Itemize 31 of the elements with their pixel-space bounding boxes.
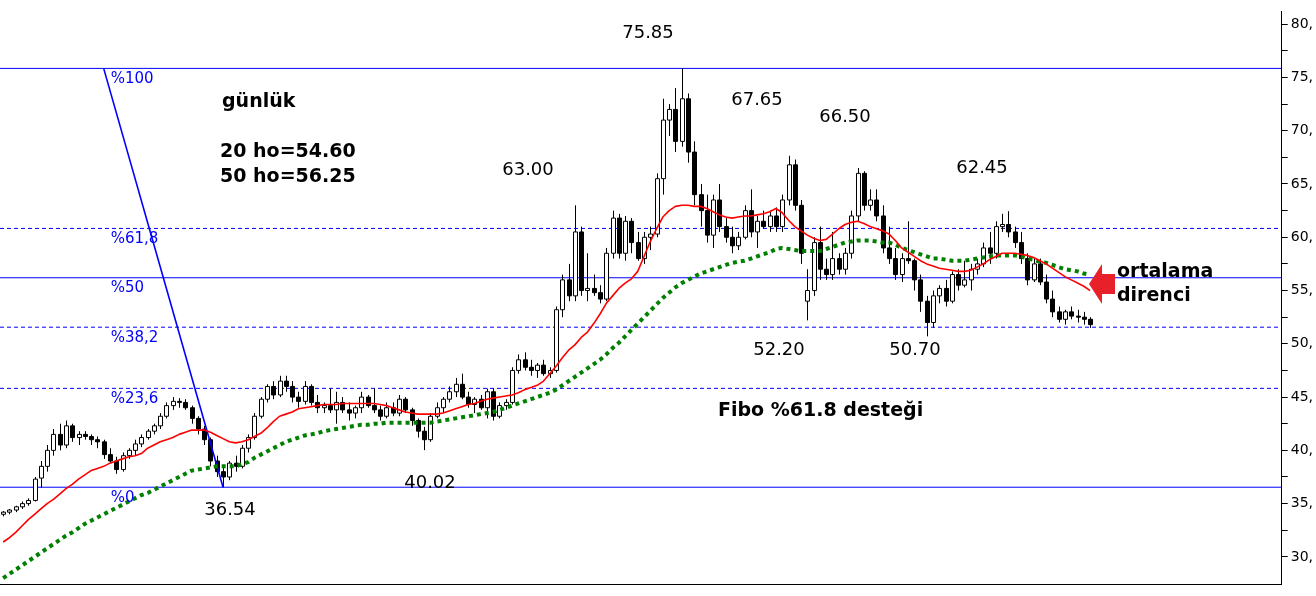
annotation: ortalama direnci [1117,258,1215,306]
annotation: 62.45 [955,156,1009,177]
annotation: 66.50 [818,105,872,126]
annotation: 63.00 [501,158,555,179]
y-tick-label: 65, [1290,174,1313,191]
y-tick-label: 50, [1290,334,1313,351]
candlestick [805,268,810,321]
annotation: Fibo %61.8 desteği [718,397,925,421]
y-tick-label: 55, [1290,281,1313,298]
annotation: %23,6 [110,388,159,407]
y-tick-label: 35, [1290,494,1313,511]
annotation: %100 [110,68,154,87]
annotation: %50 [110,278,145,297]
annotation: 67.65 [730,88,784,109]
annotation: 50 ho=56.25 [220,164,356,186]
y-tick-label: 80, [1290,14,1313,31]
annotation: %38,2 [110,327,159,346]
annotation: 52.20 [752,338,806,359]
y-tick-label: 60, [1290,227,1313,244]
annotation: 20 ho=54.60 [220,139,356,161]
annotation: günlük [222,88,297,112]
annotation: 50.70 [888,338,942,359]
y-tick-label: 45, [1290,387,1313,404]
annotation: 36.54 [203,498,257,519]
y-tick-label: 40, [1290,441,1313,457]
annotation: %0 [110,487,135,506]
y-tick-label: 30, [1290,547,1313,564]
annotation: 75.85 [621,21,675,42]
annotation: 40.02 [403,471,457,492]
y-tick-label: 75, [1290,68,1313,85]
y-tick-label: 70, [1290,121,1313,138]
